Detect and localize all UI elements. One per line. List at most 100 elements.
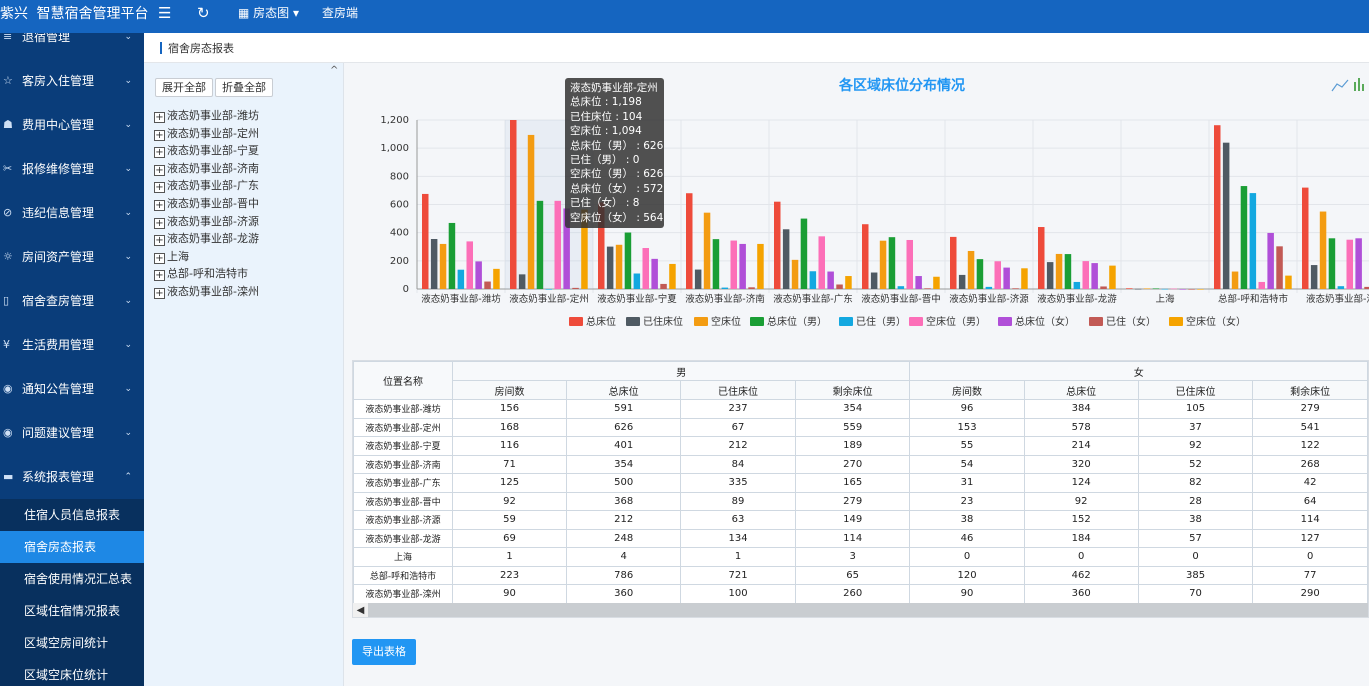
bar: [800, 218, 808, 289]
position-header: 位置名称: [353, 361, 453, 400]
sidebar-subitem[interactable]: 宿舍房态报表: [0, 531, 144, 563]
sidebar-item-label: 问题建议管理: [22, 426, 95, 440]
bar: [572, 287, 579, 289]
sidebar-item[interactable]: ▯ 宿舍查房管理 ⌄: [0, 279, 144, 323]
tree-node[interactable]: + 液态奶事业部-定州: [154, 125, 259, 143]
sidebar-item[interactable]: ¥ 生活费用管理 ⌄: [0, 323, 144, 367]
expand-plus-icon[interactable]: +: [154, 217, 165, 229]
tree-node[interactable]: + 总部-呼和浩特市: [154, 265, 259, 283]
bar: [915, 276, 922, 289]
chevron-down-icon: ⌄: [124, 120, 132, 130]
legend-swatch: [998, 317, 1012, 326]
tree-node-label: 液态奶事业部-滦州: [167, 284, 259, 298]
expand-plus-icon[interactable]: +: [154, 164, 165, 176]
sidebar-item[interactable]: ⊘ 违纪信息管理 ⌄: [0, 191, 144, 235]
sidebar-subitem[interactable]: 区域住宿情况报表: [0, 595, 144, 627]
bar-chart-icon: [1362, 84, 1364, 91]
sidebar-item[interactable]: ◉ 问题建议管理 ⌄: [0, 411, 144, 455]
chevron-down-icon: ⌄: [124, 208, 132, 218]
expand-plus-icon[interactable]: +: [154, 147, 165, 159]
row-location-name: 液态奶事业部-广东: [353, 473, 453, 493]
table-cell: 354: [566, 454, 682, 474]
legend-swatch: [626, 317, 640, 326]
expand-plus-icon[interactable]: +: [154, 252, 165, 264]
menu-icon: ≡: [3, 33, 13, 43]
bar: [1134, 288, 1142, 290]
table-cell: 52: [1137, 454, 1254, 474]
y-tick-label: 400: [390, 228, 409, 239]
chevron-down-icon: ⌄: [124, 76, 132, 86]
table-cell: 268: [1252, 454, 1368, 474]
tree-node[interactable]: + 上海: [154, 248, 259, 266]
legend-label: 空床位: [711, 315, 741, 328]
bar: [1214, 125, 1221, 289]
bar: [536, 200, 544, 289]
tree-node[interactable]: + 液态奶事业部-龙游: [154, 230, 259, 248]
chevron-down-icon: ⌄: [124, 428, 132, 438]
tooltip-line: 空床位（男） : 626: [570, 168, 664, 181]
expand-plus-icon[interactable]: +: [154, 112, 165, 123]
bar: [870, 272, 878, 289]
expand-plus-icon[interactable]: +: [154, 270, 165, 282]
expand-plus-icon[interactable]: +: [154, 129, 165, 141]
expand-all-button[interactable]: 展开全部: [155, 78, 213, 97]
tree-node[interactable]: + 液态奶事业部-济南: [154, 160, 259, 178]
horizontal-scrollbar[interactable]: ◀: [353, 603, 1368, 617]
menu-toggle-icon[interactable]: ☰: [158, 4, 172, 22]
tree-node[interactable]: + 液态奶事业部-济源: [154, 213, 259, 231]
table-cell: 0: [909, 547, 1025, 567]
sidebar-subitem[interactable]: 宿舍使用情况汇总表: [0, 563, 144, 595]
expand-plus-icon[interactable]: +: [154, 182, 165, 194]
menu-icon: ◉: [3, 382, 13, 395]
check-room-link[interactable]: 查房端: [322, 6, 359, 20]
expand-plus-icon[interactable]: +: [154, 235, 165, 247]
room-view-menu[interactable]: ▦ 房态图 ▾: [238, 0, 299, 28]
table-cell: 149: [794, 510, 911, 530]
sidebar-item[interactable]: ◉ 通知公告管理 ⌄: [0, 367, 144, 411]
table-cell: 320: [1023, 454, 1139, 474]
sidebar-item[interactable]: ☆ 客房入住管理 ⌄: [0, 59, 144, 103]
scroll-left-icon[interactable]: ◀: [353, 603, 368, 617]
tree-node[interactable]: + 液态奶事业部-滦州: [154, 283, 259, 301]
collapse-all-button[interactable]: 折叠全部: [215, 78, 273, 97]
expand-plus-icon[interactable]: +: [154, 199, 165, 211]
sidebar-item[interactable]: ▬ 系统报表管理 ⌃: [0, 455, 144, 499]
collapse-panel-icon[interactable]: ^: [330, 65, 339, 76]
tree-node[interactable]: + 液态奶事业部-潍坊: [154, 107, 259, 125]
x-tick-label: 液态奶事业部-滦: [1306, 293, 1369, 305]
bar: [1109, 265, 1116, 289]
sidebar-item[interactable]: ✂ 报修维修管理 ⌄: [0, 147, 144, 191]
tree-node[interactable]: + 液态奶事业部-宁夏: [154, 142, 259, 160]
expand-plus-icon[interactable]: +: [154, 287, 165, 299]
sidebar-item[interactable]: ☗ 费用中心管理 ⌄: [0, 103, 144, 147]
tree-node-label: 总部-呼和浩特市: [167, 267, 248, 281]
table-cell: 237: [680, 399, 796, 419]
table-cell: 65: [794, 565, 911, 585]
breadcrumb-label[interactable]: 宿舍房态报表: [168, 42, 234, 55]
tooltip-line: 总床位 : 1,198: [570, 96, 642, 109]
tree-node[interactable]: + 液态奶事业部-广东: [154, 177, 259, 195]
bar: [1276, 246, 1283, 289]
sidebar-subitem[interactable]: 区域空房间统计: [0, 627, 144, 659]
chevron-down-icon: ▾: [293, 6, 300, 20]
refresh-icon[interactable]: ↻: [197, 4, 210, 22]
bar: [1003, 267, 1010, 289]
bar: [782, 229, 790, 289]
bar: [475, 261, 482, 289]
tree-node-label: 液态奶事业部-济南: [167, 161, 259, 175]
table-cell: 279: [1252, 399, 1368, 419]
table-cell: 31: [909, 473, 1025, 493]
sidebar-subitem[interactable]: 区域空床位统计: [0, 659, 144, 686]
female-header: 女: [909, 361, 1368, 381]
table-cell: 37: [1137, 417, 1254, 437]
sidebar-item[interactable]: ☼ 房间资产管理 ⌄: [0, 235, 144, 279]
export-table-button[interactable]: 导出表格: [352, 639, 416, 665]
table-cell: 212: [680, 436, 796, 456]
tree-node[interactable]: + 液态奶事业部-晋中: [154, 195, 259, 213]
sidebar-subitem[interactable]: 住宿人员信息报表: [0, 499, 144, 531]
bar: [1249, 193, 1257, 289]
chevron-down-icon: ⌄: [124, 340, 132, 350]
sidebar-item[interactable]: ≡ 退宿管理 ⌄: [0, 33, 144, 59]
menu-icon: ▬: [3, 470, 14, 483]
chevron-down-icon: ⌄: [124, 384, 132, 394]
